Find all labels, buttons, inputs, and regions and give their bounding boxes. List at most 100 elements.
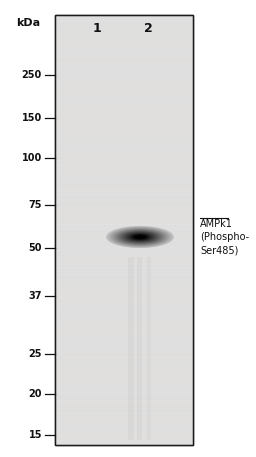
Bar [55,360,193,361]
Bar [55,217,193,218]
Text: AMPk1
(Phospho-
Ser485): AMPk1 (Phospho- Ser485) [200,219,249,255]
Bar [55,238,193,239]
Bar [55,358,193,359]
Bar [55,56,193,57]
Bar [55,157,193,158]
Bar [55,442,193,443]
Bar [55,111,193,112]
Ellipse shape [133,234,147,239]
Bar [55,113,193,114]
Bar [55,126,193,127]
Bar [55,60,193,61]
Bar [55,384,193,385]
Bar [55,383,193,384]
Bar [55,381,193,382]
Bar [55,347,193,348]
Bar [55,146,193,147]
Bar [55,395,193,396]
Bar [55,355,193,356]
Bar [55,222,193,223]
Bar [55,116,193,117]
Bar [55,247,193,248]
Bar [55,376,193,377]
Bar [55,269,193,270]
Ellipse shape [131,234,149,240]
Bar [55,248,193,249]
Bar [55,389,193,390]
Bar [55,201,193,202]
Bar [55,399,193,400]
Bar [55,390,193,391]
Ellipse shape [125,232,154,242]
Bar [55,152,193,153]
Bar [55,379,193,380]
Bar [55,15,193,445]
Ellipse shape [120,230,160,244]
Bar [55,83,193,84]
Bar [55,218,193,219]
Bar [55,137,193,138]
Bar [55,53,193,54]
Text: 1: 1 [93,22,101,35]
Bar [55,283,193,284]
Bar [55,120,193,121]
Bar [55,81,193,82]
Bar [55,230,193,231]
Bar [55,85,193,86]
Ellipse shape [112,228,167,246]
Bar [55,378,193,379]
Bar [55,298,193,299]
Bar [55,332,193,333]
Bar [55,130,193,131]
Bar [55,245,193,246]
Bar [55,164,193,165]
Bar [55,362,193,363]
Bar [55,433,193,434]
Bar [55,17,193,18]
Bar [55,61,193,62]
Bar [55,401,193,402]
Bar [55,156,193,157]
Bar [55,25,193,26]
Bar [55,319,193,320]
Bar [55,46,193,47]
Bar [55,292,193,293]
Bar [55,329,193,330]
Bar [55,312,193,313]
Bar [55,139,193,140]
Bar [55,84,193,85]
Bar [55,408,193,409]
Bar [55,259,193,260]
Ellipse shape [111,228,169,246]
Bar [55,368,193,369]
Bar [55,94,193,95]
Bar [55,102,193,103]
Bar [55,444,193,445]
Bar [55,180,193,181]
Bar [55,400,193,401]
Bar [55,138,193,139]
Bar [55,75,193,76]
Bar [55,207,193,208]
Bar [55,266,193,267]
Bar [55,71,193,72]
Bar [55,345,193,346]
Bar [55,88,193,89]
Bar [55,165,193,166]
Bar [55,41,193,42]
Bar [55,249,193,250]
Bar [55,59,193,60]
Bar [55,342,193,343]
Bar [55,434,193,435]
Ellipse shape [127,233,153,241]
Bar [55,412,193,413]
Bar [55,188,193,189]
Bar [55,265,193,266]
Bar [55,387,193,388]
Bar [55,200,193,201]
Ellipse shape [119,230,161,244]
Ellipse shape [115,229,165,245]
Bar [55,333,193,334]
Bar [55,267,193,268]
Ellipse shape [131,234,150,240]
